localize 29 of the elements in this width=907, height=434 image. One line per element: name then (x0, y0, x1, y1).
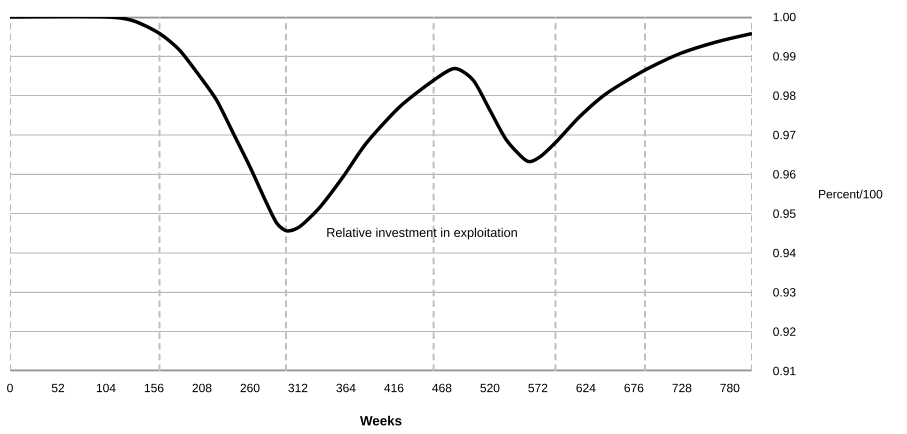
y-tick-label: 0.93 (773, 288, 796, 297)
x-tick-label: 260 (240, 384, 260, 392)
x-tick-label: 312 (288, 384, 308, 392)
x-tick-label: 572 (528, 384, 548, 392)
y-tick-label: 0.98 (773, 91, 796, 100)
x-tick-label: 780 (720, 384, 740, 392)
x-tick-label: 208 (192, 384, 212, 392)
y-tick-label: 1.00 (774, 12, 796, 22)
y-tick-label: 0.91 (773, 366, 796, 376)
x-tick-label: 676 (624, 384, 644, 392)
y-tick-label: 0.94 (773, 248, 796, 258)
x-tick-label: 364 (336, 384, 356, 392)
y-axis-title: Percent/100 (819, 190, 882, 198)
x-tick-label: 416 (384, 384, 404, 392)
x-tick-label: 52 (52, 384, 64, 392)
x-tick-label: 104 (96, 384, 116, 392)
x-tick-label: 468 (432, 384, 452, 392)
x-tick-label: 624 (576, 384, 596, 392)
x-axis-title: Weeks (360, 416, 402, 426)
x-tick-label: 0 (7, 384, 13, 392)
series-label: Relative investment in exploitation (327, 228, 517, 240)
y-tick-label: 0.99 (773, 52, 796, 61)
x-tick-label: 156 (144, 384, 164, 392)
x-tick-label: 520 (480, 384, 500, 392)
y-tick-label: 0.96 (773, 170, 796, 179)
y-tick-label: 0.95 (773, 209, 796, 218)
x-tick-label: 728 (672, 384, 692, 392)
y-tick-label: 0.97 (773, 130, 796, 140)
y-tick-label: 0.92 (773, 327, 796, 336)
